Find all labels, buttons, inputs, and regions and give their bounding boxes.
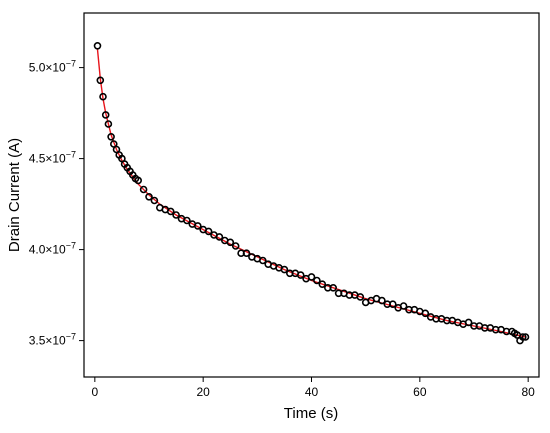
y-tick-times: ×10 [45,243,66,257]
y-tick-times: ×10 [45,61,66,75]
data-point [101,111,110,119]
data-point [183,216,191,225]
y-tick-exponent: −7 [66,332,76,342]
y-tick-mantissa: 4.5 [29,152,46,166]
data-point [307,273,316,281]
data-point [258,256,267,265]
data-point [166,207,175,216]
x-axis-label: Time (s) [284,405,338,422]
x-axis-ticks: 0 20 40 60 80 [91,377,535,399]
data-point [518,333,527,341]
data-point [150,196,159,205]
y-tick-times: ×10 [45,152,66,166]
data-point [296,271,305,279]
y-tick-label: 4.0×10−7 [29,241,76,257]
y-tick-mantissa: 4.0 [29,243,46,257]
data-point [204,227,213,236]
data-point [172,211,180,219]
data-point [464,318,473,327]
x-tick-label: 60 [413,385,427,399]
data-point [399,302,408,310]
data-point [231,242,240,250]
x-tick-label: 20 [196,385,210,399]
y-tick-exponent: −7 [66,150,76,160]
data-point [421,309,430,318]
y-tick-label: 3.5×10−7 [29,332,76,348]
y-tick-exponent: −7 [66,241,76,251]
y-tick-label: 5.0×10−7 [29,59,76,75]
x-tick-label: 0 [91,385,98,399]
y-tick-exponent: −7 [66,59,76,69]
data-point [96,76,105,85]
data-point [107,133,115,141]
data-point [139,185,148,194]
data-point [378,296,386,305]
data-point [93,41,102,50]
data-point [99,92,107,101]
data-point [215,233,224,241]
data-point [226,238,235,247]
y-tick-mantissa: 3.5 [29,334,46,348]
data-point [329,283,338,292]
y-tick-mantissa: 5.0 [29,61,46,75]
y-tick-times: ×10 [45,334,66,348]
fit-line-series [96,49,526,338]
data-point [356,293,365,301]
y-axis-ticks: 3.5×10−74.0×10−74.5×10−75.0×10−7 [29,59,84,348]
data-point [134,176,142,185]
data-point [521,333,530,341]
y-tick-label: 4.5×10−7 [29,150,76,166]
data-point [104,120,113,128]
data-point [194,222,202,230]
fit-line [96,49,526,338]
data-point [280,265,289,274]
x-tick-label: 80 [521,385,535,399]
data-point [388,300,397,309]
y-axis-label: Drain Current (A) [6,138,23,252]
data-point [145,193,153,201]
data-point [318,280,327,289]
data-points-series [93,41,530,345]
data-point [242,249,251,257]
data-point [313,276,321,285]
x-tick-label: 40 [305,385,319,399]
